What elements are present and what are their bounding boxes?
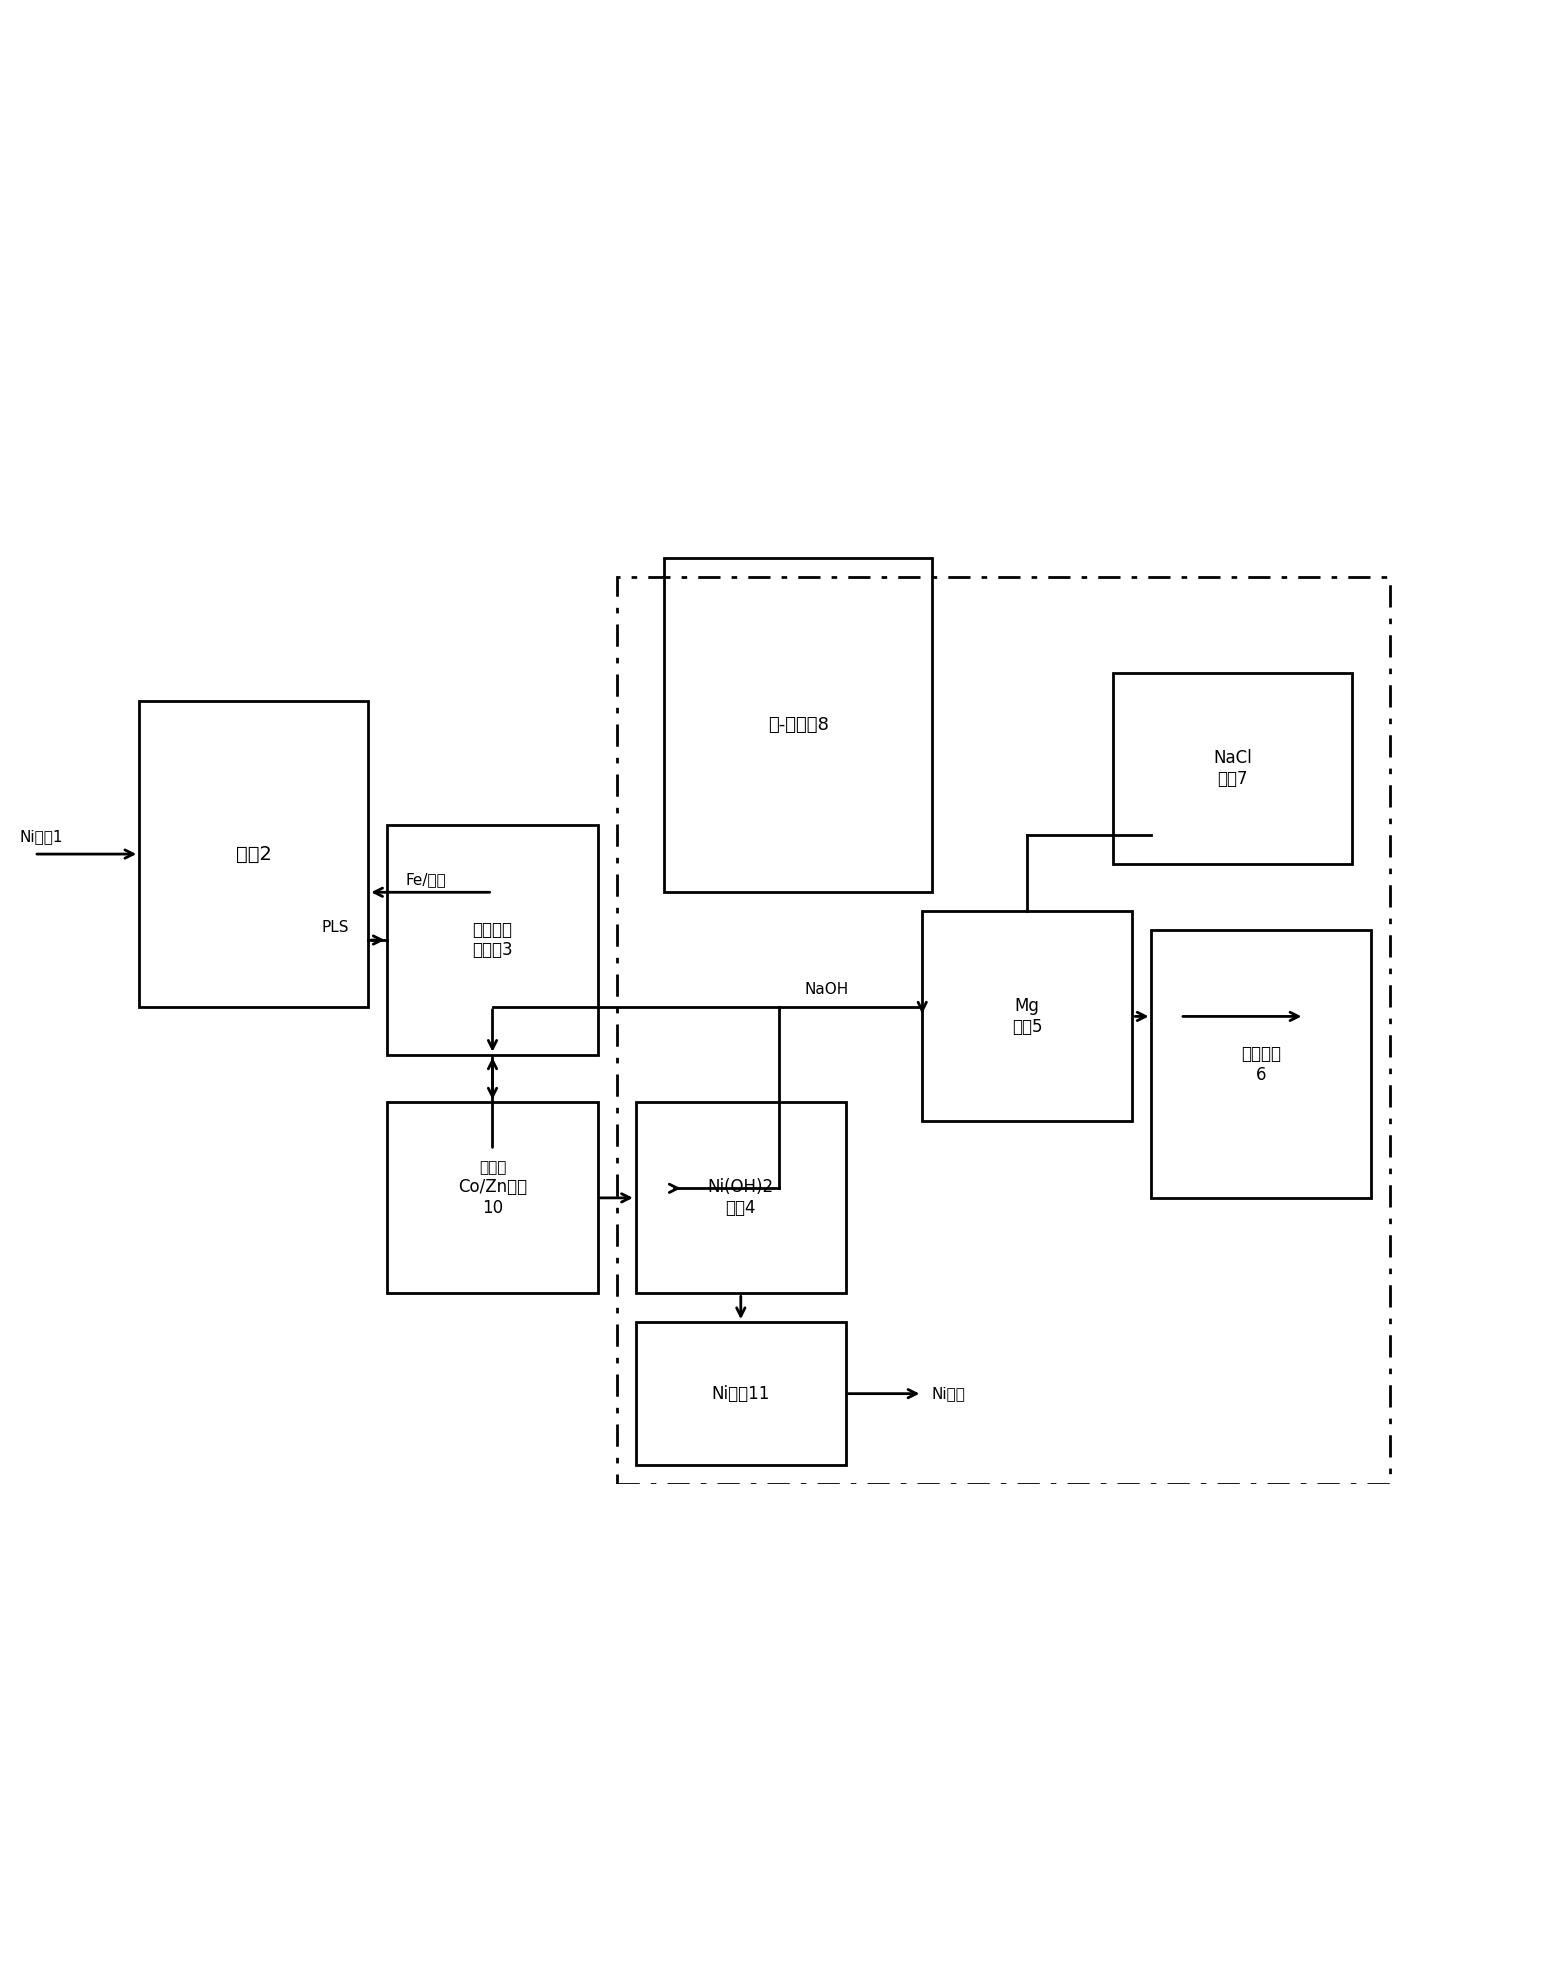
FancyBboxPatch shape [636,1103,846,1294]
FancyBboxPatch shape [1114,672,1352,863]
FancyBboxPatch shape [388,826,598,1054]
Text: Ni还原11: Ni还原11 [712,1384,770,1402]
FancyBboxPatch shape [636,1321,846,1465]
FancyBboxPatch shape [388,1103,598,1294]
FancyBboxPatch shape [139,702,368,1007]
FancyBboxPatch shape [1151,930,1371,1197]
Text: Fe/石膏: Fe/石膏 [405,873,446,887]
Text: NaCl
蒸发7: NaCl 蒸发7 [1214,749,1253,788]
Text: 除去铁和
硫酸盐3: 除去铁和 硫酸盐3 [472,920,513,959]
Text: 石灰石: 石灰石 [478,1160,506,1174]
FancyBboxPatch shape [664,558,932,893]
Text: 氯-碱电解8: 氯-碱电解8 [768,716,829,733]
Text: Ni金属: Ni金属 [932,1386,966,1402]
Text: 浸出2: 浸出2 [235,845,271,863]
Text: PLS: PLS [323,920,349,936]
Text: Ni(OH)2
沉淀4: Ni(OH)2 沉淀4 [707,1178,774,1217]
FancyBboxPatch shape [922,912,1133,1121]
Text: 离子交换
6: 离子交换 6 [1242,1044,1281,1083]
Text: NaOH: NaOH [804,983,849,997]
Text: Co/Zn萃取
10: Co/Zn萃取 10 [458,1178,527,1217]
Text: Ni精矿1: Ni精矿1 [20,830,64,845]
Text: Mg
沉淀5: Mg 沉淀5 [1013,997,1042,1036]
